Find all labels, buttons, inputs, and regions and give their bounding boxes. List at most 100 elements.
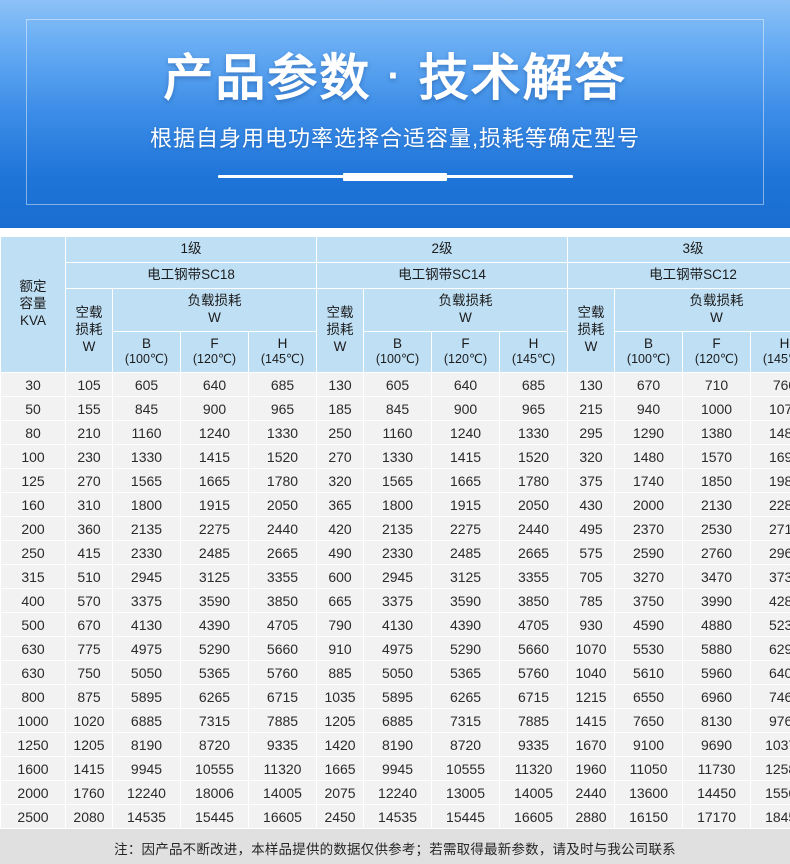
table-cell: 3355 (247, 564, 318, 589)
table-cell: 1415 (567, 708, 616, 733)
table-cell: 15560 (750, 780, 790, 805)
header-noload-loss-1: 空载 损耗 W (65, 287, 113, 374)
table-cell: 2760 (682, 540, 752, 565)
table-cell: 910 (316, 636, 365, 661)
table-cell: 1070 (567, 636, 616, 661)
table-cell: 3470 (682, 564, 752, 589)
header-class-h-3: H (145℃) (750, 330, 790, 373)
table-row: 400 570 3375 3590 3850 665 3375 3590 3850 785 3750… (0, 588, 790, 613)
table-cell: 130 (316, 372, 365, 397)
table-cell: 4590 (614, 612, 684, 637)
table-cell: 1330 (112, 444, 181, 469)
table-cell: 8190 (363, 732, 433, 757)
table-cell: 105 (65, 372, 113, 397)
table-cell: 3990 (682, 588, 752, 613)
table-cell: 1565 (112, 468, 181, 493)
header-noload-loss-2: 空载 损耗 W (316, 287, 365, 374)
table-cell: 1000 (682, 396, 752, 421)
header-class-h-1: H (145℃) (247, 330, 318, 373)
table-cell: 1915 (180, 492, 249, 517)
table-cell: 2530 (682, 516, 752, 541)
table-row: 100 230 1330 1415 1520 270 1330 1415 1520 320 1480… (0, 444, 790, 469)
cell-rated-capacity: 800 (0, 684, 66, 709)
table-row: 1250 1205 8190 8720 9335 1420 8190 8720 9335 1670… (0, 732, 790, 757)
table-cell: 705 (567, 564, 616, 589)
table-cell: 6715 (499, 684, 569, 709)
class-temp: (120℃) (192, 352, 237, 367)
table-cell: 360 (65, 516, 113, 541)
noload-line3: W (82, 338, 96, 354)
table-cell: 12580 (750, 756, 790, 781)
noload-line2: 损耗 (577, 321, 605, 337)
table-cell: 5290 (431, 636, 501, 661)
table-cell: 1665 (180, 468, 249, 493)
table-cell: 5880 (682, 636, 752, 661)
table-cell: 1415 (65, 756, 113, 781)
table-cell: 2945 (112, 564, 181, 589)
table-cell: 1330 (363, 444, 433, 469)
table-cell: 1480 (750, 420, 790, 445)
table-cell: 18450 (750, 804, 790, 829)
loadloss-line2: W (710, 309, 723, 325)
table-cell: 270 (65, 468, 113, 493)
header-row-grade: 额定 容量 KVA 1级 2级 3级 (0, 236, 790, 373)
table-cell: 845 (112, 396, 181, 421)
table-cell: 14535 (112, 804, 181, 829)
table-cell: 5290 (180, 636, 249, 661)
class-letter: H (779, 335, 790, 351)
cell-rated-capacity: 160 (0, 492, 66, 517)
table-cell: 4975 (112, 636, 181, 661)
table-cell: 2330 (363, 540, 433, 565)
table-cell: 5660 (499, 636, 569, 661)
noload-line1: 空载 (75, 305, 103, 321)
header-class-b-2: B (100℃) (363, 330, 433, 373)
table-cell: 215 (567, 396, 616, 421)
header-grade-3: 3级 (567, 236, 790, 263)
noload-line1: 空载 (326, 305, 354, 321)
table-row: 800 875 5895 6265 6715 1035 5895 6265 6715 1215 65… (0, 684, 790, 709)
page-subtitle: 根据自身用电功率选择合适容量,损耗等确定型号 (149, 126, 641, 152)
table-cell: 640 (431, 372, 501, 397)
noload-line3: W (584, 338, 598, 354)
rated-capacity-line3: KVA (19, 312, 46, 328)
table-cell: 1670 (567, 732, 616, 757)
table-cell: 4880 (682, 612, 752, 637)
table-cell: 310 (65, 492, 113, 517)
cell-rated-capacity: 1000 (0, 708, 66, 733)
table-cell: 295 (567, 420, 616, 445)
table-body: 3010560564068513060564068513067071076050… (0, 372, 790, 829)
table-cell: 2880 (567, 804, 616, 829)
table-cell: 3125 (180, 564, 249, 589)
table-row: 30105605640685130605640685130670710760 (0, 372, 790, 397)
page-title: 产品参数 · 技术解答 (163, 50, 626, 108)
table-row: 2500 2080 14535 15445 16605 2450 14535 15445 166… (0, 804, 790, 829)
table-cell: 9945 (112, 756, 181, 781)
loadloss-line2: W (459, 309, 472, 325)
table-cell: 2710 (750, 516, 790, 541)
banner-inner-frame (26, 19, 764, 205)
rated-capacity-line2: 容量 (19, 296, 47, 312)
cell-rated-capacity: 80 (0, 420, 66, 445)
table-cell: 3850 (499, 588, 569, 613)
table-cell: 1570 (682, 444, 752, 469)
table-cell: 1480 (614, 444, 684, 469)
table-row: 630 750 5050 5365 5760 885 5050 5365 5760 1040 561… (0, 660, 790, 685)
table-cell: 1565 (363, 468, 433, 493)
loadloss-line2: W (208, 309, 221, 325)
table-cell: 1240 (180, 420, 249, 445)
table-cell: 4705 (499, 612, 569, 637)
table-cell: 11050 (614, 756, 684, 781)
table-cell: 1330 (247, 420, 318, 445)
table-cell: 2275 (180, 516, 249, 541)
header-class-f-2: F (120℃) (431, 330, 501, 373)
table-cell: 605 (112, 372, 181, 397)
table-cell: 495 (567, 516, 616, 541)
class-letter: F (210, 335, 219, 351)
table-cell: 6290 (750, 636, 790, 661)
table-cell: 1665 (316, 756, 365, 781)
cell-rated-capacity: 250 (0, 540, 66, 565)
header-row-loss-type: 空载 损耗 W 负载损耗 W 空载 损耗 W 负载损耗 W (1, 287, 790, 374)
table-cell: 9100 (614, 732, 684, 757)
header-row-steel: 电工钢带SC18 电工钢带SC14 电工钢带SC12 (1, 261, 790, 289)
table-cell: 12240 (112, 780, 181, 805)
